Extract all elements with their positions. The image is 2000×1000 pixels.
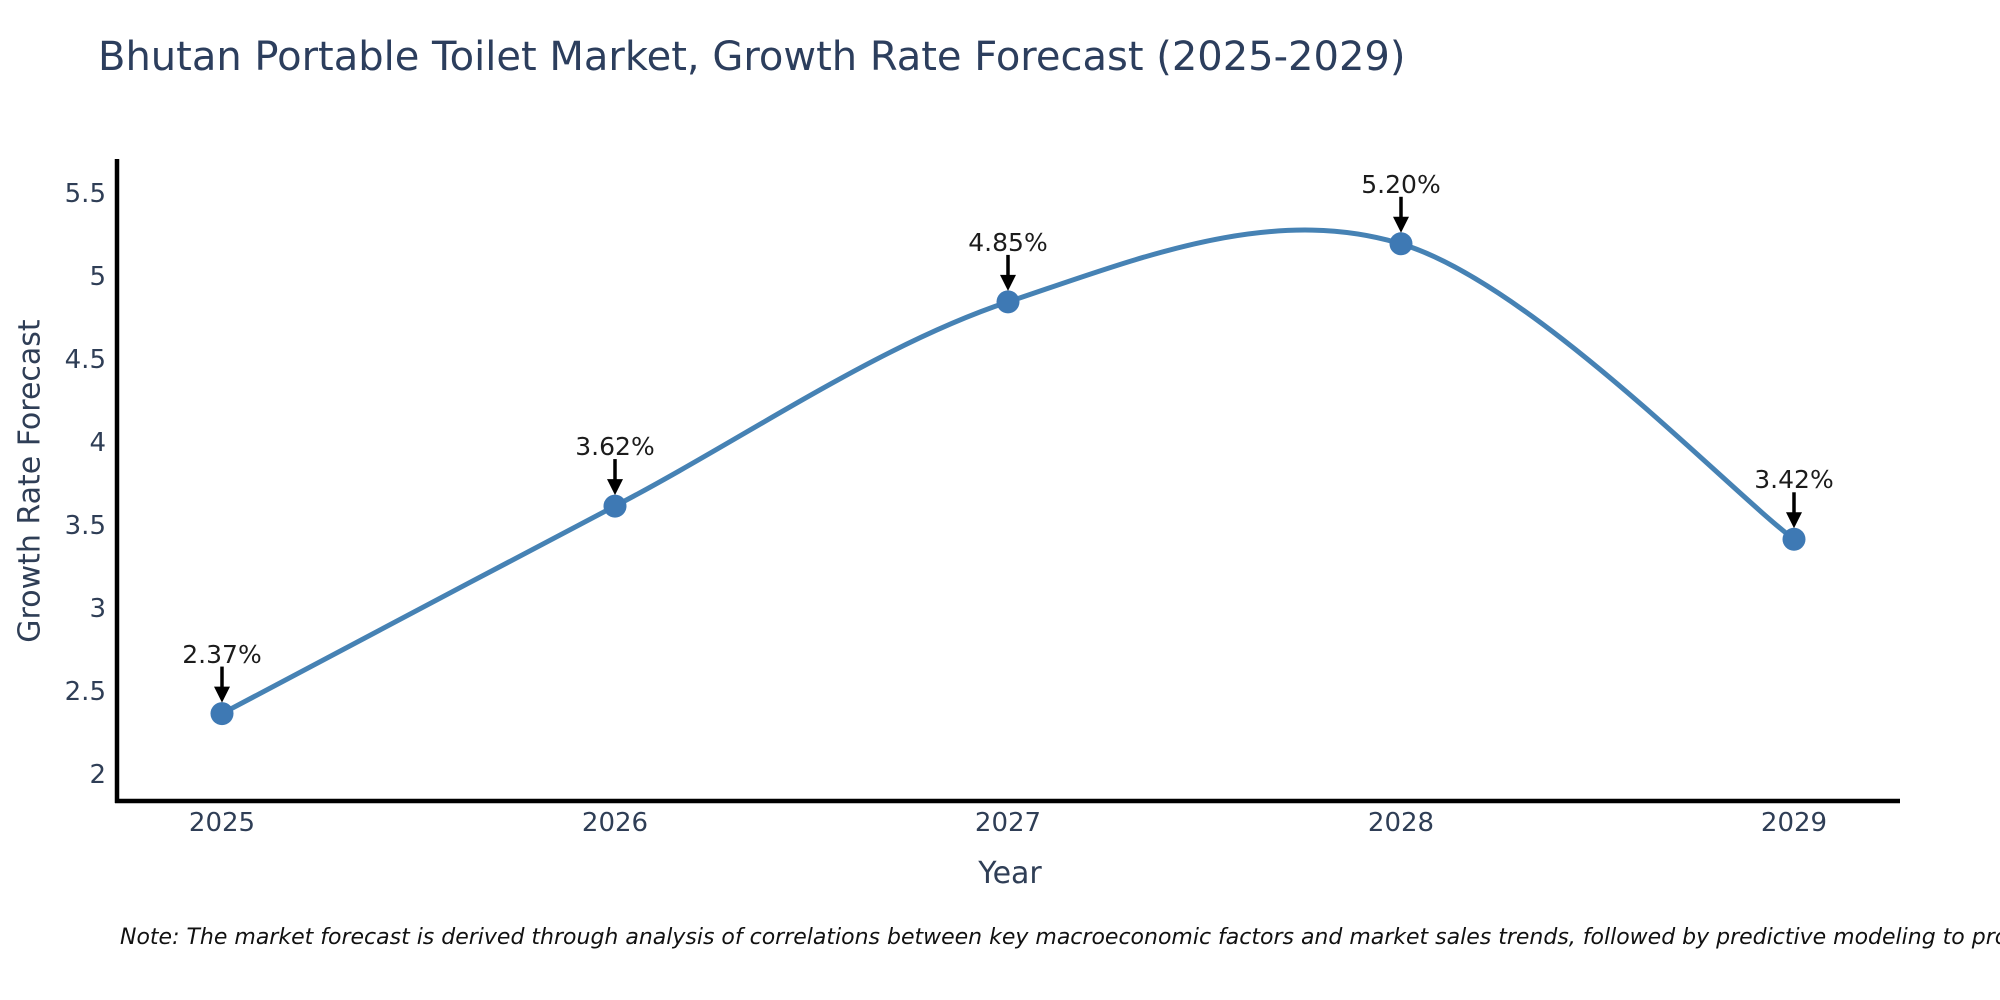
data-point-marker (210, 702, 234, 726)
point-annotation: 3.62% (575, 432, 655, 462)
data-point-marker (1389, 232, 1413, 256)
x-tick-label: 2028 (1367, 808, 1435, 838)
x-tick-label: 2029 (1760, 808, 1828, 838)
y-tick-label: 5.5 (64, 179, 106, 209)
y-axis-title: Growth Rate Forecast (12, 319, 48, 643)
y-tick-label: 2 (89, 760, 106, 790)
x-axis-title: Year (978, 856, 1042, 891)
chart-title: Bhutan Portable Toilet Market, Growth Ra… (98, 34, 1406, 80)
point-annotation: 3.42% (1754, 465, 1834, 495)
point-annotation: 2.37% (182, 639, 262, 669)
data-point-marker (996, 290, 1020, 314)
x-tick-label: 2026 (581, 808, 649, 838)
point-annotation: 5.20% (1361, 169, 1441, 199)
data-point-marker (1782, 527, 1806, 551)
annotation-arrow-head (1000, 274, 1016, 291)
point-annotation: 4.85% (968, 227, 1048, 257)
y-tick-label: 3.5 (64, 511, 106, 541)
annotation-arrow-head (214, 686, 230, 703)
y-tick-label: 5 (89, 262, 106, 292)
annotation-arrow-head (1786, 512, 1802, 529)
annotation-arrow-head (607, 479, 623, 496)
y-tick-label: 4.5 (64, 345, 106, 375)
y-tick-label: 3 (89, 594, 106, 624)
x-tick-label: 2027 (974, 808, 1042, 838)
y-tick-label: 4 (89, 428, 106, 458)
y-tick-label: 2.5 (64, 677, 106, 707)
annotation-arrow-head (1393, 216, 1409, 233)
data-point-marker (603, 494, 627, 518)
footnote: Note: The market forecast is derived thr… (120, 925, 2000, 950)
x-tick-label: 2025 (188, 808, 256, 838)
